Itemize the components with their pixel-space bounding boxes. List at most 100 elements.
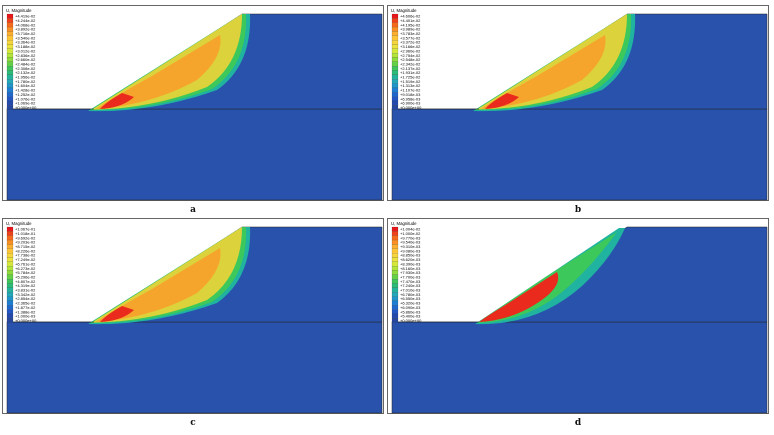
- legend-tick-label: +1.107e-02: [400, 88, 421, 93]
- ground-body: [6, 108, 383, 201]
- legend-swatch: [6, 44, 14, 49]
- legend-swatch: [6, 18, 14, 23]
- legend-swatch: [6, 79, 14, 84]
- legend-tick-label: +9.018e-03: [400, 92, 421, 97]
- legend-swatch: [391, 292, 399, 297]
- legend-tick-label: +1.069e-02: [15, 101, 36, 106]
- legend-swatch: [391, 305, 399, 310]
- legend-swatch: [6, 253, 14, 258]
- legend-swatch: [6, 248, 14, 254]
- legend-tick-label: +9.310e-03: [400, 244, 421, 249]
- contour-plot: U, Magnitude+1.004e-02+1.000e-02+9.770e-…: [387, 218, 769, 414]
- legend-swatch: [6, 40, 14, 45]
- legend-tick-label: +7.738e-02: [15, 253, 36, 258]
- legend-tick-label: +8.850e-03: [400, 253, 421, 258]
- legend-tick-label: +7.010e-03: [400, 288, 421, 293]
- legend-tick-label: +3.342e-02: [15, 292, 36, 297]
- legend-tick-label: +5.400e-03: [400, 314, 421, 319]
- legend-tick-label: +6.090e-03: [400, 305, 421, 310]
- legend-swatch: [6, 66, 14, 71]
- legend-swatch: [6, 296, 14, 302]
- legend-tick-label: +7.240e-03: [400, 283, 421, 288]
- legend-swatch: [391, 70, 399, 75]
- legend-swatch: [6, 26, 14, 32]
- legend-tick-label: +3.831e-02: [15, 288, 36, 293]
- legend-tick-label: +2.365e-02: [15, 301, 36, 306]
- contour-band-green: [477, 232, 617, 323]
- legend-tick-label: +1.000e-02: [400, 231, 421, 236]
- legend-swatch: [391, 313, 399, 319]
- legend-tick-label: +7.700e-03: [400, 274, 421, 279]
- panel-b: U, Magnitude +4.606e-02 +4.401e-02 +4.195e-…: [387, 5, 769, 215]
- legend-swatch: [391, 53, 399, 58]
- legend-tick-label: +4.807e-02: [15, 279, 36, 284]
- legend-tick-label: +1.956e-02: [15, 75, 36, 80]
- legend-tick-label: +8.160e-03: [400, 266, 421, 271]
- legend-tick-label: +3.716e-02: [15, 31, 36, 36]
- legend-swatch: [6, 270, 14, 275]
- legend-swatch: [391, 270, 399, 275]
- legend-tick-label: +7.470e-03: [400, 279, 421, 284]
- legend-tick-label: +3.012e-02: [15, 48, 36, 53]
- legend-tick-label: +1.018e-01: [15, 231, 36, 236]
- legend-tick-label: +1.313e-02: [400, 83, 421, 88]
- legend-swatch: [391, 261, 399, 267]
- legend-swatch: [6, 274, 14, 280]
- legend-swatch: [391, 105, 399, 110]
- legend-title: U, Magnitude: [6, 8, 32, 13]
- legend-swatch: [6, 292, 14, 297]
- legend-tick-label: +7.249e-02: [15, 257, 36, 262]
- legend-tick-label: +2.484e-02: [15, 61, 36, 66]
- legend-tick-label: +1.780e-02: [15, 79, 36, 84]
- legend-tick-label: +3.540e-02: [15, 35, 36, 40]
- legend-swatch: [391, 226, 399, 232]
- legend-swatch: [391, 309, 399, 315]
- legend-swatch: [391, 96, 399, 102]
- legend-swatch: [6, 31, 14, 36]
- legend-swatch: [391, 266, 399, 271]
- legend-tick-label: +4.068e-02: [15, 22, 36, 27]
- ground-body: [391, 108, 768, 201]
- legend-tick-label: +2.836e-02: [15, 53, 36, 58]
- contour-band-red: [100, 306, 134, 322]
- legend-tick-label: +6.550e-03: [400, 296, 421, 301]
- contour-band-red: [479, 272, 559, 322]
- legend-tick-label: +3.188e-02: [15, 44, 36, 49]
- legend-swatch: [6, 105, 14, 110]
- legend-tick-label: +3.577e-02: [400, 35, 421, 40]
- legend-swatch: [391, 287, 399, 293]
- legend-swatch: [6, 48, 14, 54]
- legend-tick-label: +6.900e-03: [400, 101, 421, 106]
- ground-body: [6, 321, 383, 414]
- legend-swatch: [6, 244, 14, 249]
- legend-swatch: [6, 305, 14, 310]
- legend-title: U, Magnitude: [6, 221, 32, 226]
- legend-tick-label: +1.877e-02: [15, 305, 36, 310]
- legend-swatch: [391, 57, 399, 62]
- legend-tick-label: +9.080e-03: [400, 248, 421, 253]
- legend-swatch: [391, 244, 399, 249]
- contour-band-red: [100, 93, 134, 109]
- contour-plot: U, Magnitude+1.067e-01+1.018e-01+9.692e-…: [2, 218, 384, 414]
- legend-swatch: [6, 235, 14, 241]
- panel-c: U, Magnitude +1.067e-01 +1.018e-01 +9.692e-…: [2, 218, 384, 428]
- legend-swatch: [6, 83, 14, 89]
- legend-tick-label: +4.401e-02: [400, 18, 421, 23]
- legend-swatch: [391, 100, 399, 106]
- legend-swatch: [6, 92, 14, 97]
- legend-swatch: [391, 40, 399, 45]
- legend-swatch: [6, 226, 14, 232]
- contour-band-orange: [96, 35, 221, 109]
- contour-plot: U, Magnitude+4.606e-02+4.401e-02+4.195e-…: [387, 5, 769, 201]
- legend-swatch: [6, 35, 14, 41]
- legend-tick-label: +9.203e-02: [15, 240, 36, 245]
- legend-tick-label: +3.892e-02: [15, 27, 36, 32]
- legend-swatch: [391, 31, 399, 36]
- contour-band-yellow: [477, 14, 627, 110]
- contour-band-yellow: [92, 227, 242, 323]
- legend-swatch: [6, 57, 14, 62]
- legend-swatch: [6, 61, 14, 67]
- legend-tick-label: +1.931e-02: [400, 70, 421, 75]
- legend-tick-label: +3.364e-02: [15, 40, 36, 45]
- legend-swatch: [6, 22, 14, 28]
